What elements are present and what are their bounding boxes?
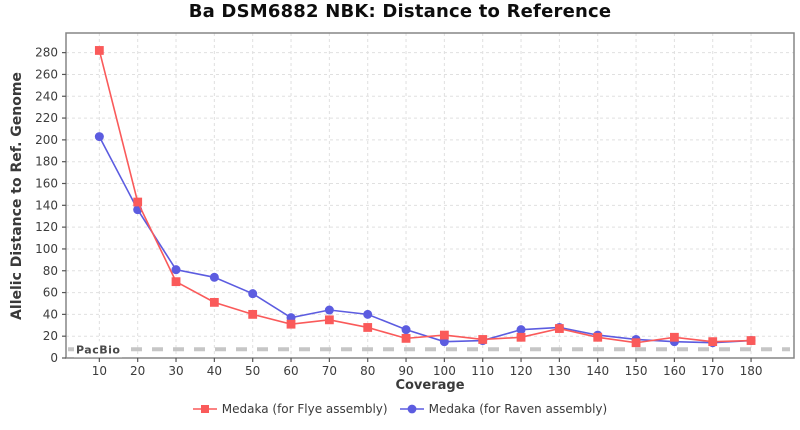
data-point-square: [286, 319, 296, 329]
y-tick-label: 280: [35, 46, 58, 60]
y-tick-label: 60: [43, 286, 58, 300]
data-point-square: [554, 324, 564, 333]
x-tick-label: 30: [168, 364, 183, 378]
data-point-square: [171, 277, 181, 287]
x-tick-label: 150: [625, 364, 648, 378]
legend-marker-raven-circle-icon: [399, 404, 424, 414]
data-point-square: [324, 315, 334, 325]
data-point-square: [478, 335, 488, 344]
legend-item-raven: Medaka (for Raven assembly): [399, 402, 608, 416]
series-line: [98, 136, 752, 344]
x-tick-label: 20: [130, 364, 145, 378]
data-point-square: [669, 332, 679, 342]
x-tick-label: 70: [322, 364, 337, 378]
legend-item-flye: Medaka (for Flye assembly): [192, 402, 388, 416]
x-tick-label: 170: [701, 364, 724, 378]
y-tick-label: 20: [43, 329, 58, 343]
data-point-circle: [171, 265, 181, 275]
legend-marker-flye-square-icon: [192, 405, 217, 413]
x-axis-label: Coverage: [395, 378, 465, 393]
x-tick-label: 60: [283, 364, 298, 378]
data-point-circle: [401, 325, 411, 335]
y-tick-label: 220: [35, 111, 58, 125]
legend-label-raven: Medaka (for Raven assembly): [428, 402, 608, 416]
data-point-square: [439, 330, 449, 340]
chart-title: Ba DSM6882 NBK: Distance to Reference: [188, 1, 612, 22]
y-tick-label: 160: [35, 177, 58, 191]
x-tick-label: 130: [548, 364, 571, 378]
legend-label-flye: Medaka (for Flye assembly): [221, 402, 388, 416]
y-tick-label: 0: [50, 351, 58, 365]
data-point-circle: [516, 325, 526, 335]
y-tick-label: 40: [43, 307, 58, 321]
data-point-square: [708, 337, 718, 347]
legend: Medaka (for Flye assembly) Medaka (for R…: [0, 402, 800, 416]
y-tick-label: 80: [43, 264, 58, 278]
data-point-circle: [248, 289, 258, 299]
y-tick-label: 180: [35, 155, 58, 169]
x-tick-label: 40: [207, 364, 222, 378]
y-tick-label: 240: [35, 89, 58, 103]
reference-line-label: PacBio: [76, 343, 120, 356]
x-tick-label: 160: [663, 364, 686, 378]
data-point-square: [631, 338, 641, 348]
data-point-square: [94, 46, 104, 55]
data-point-square: [593, 332, 603, 342]
y-axis-label: Allelic Distance to Ref. Genome: [9, 72, 25, 320]
y-tick-label: 140: [35, 198, 58, 212]
y-tick-label: 260: [35, 67, 58, 81]
data-point-circle: [324, 305, 334, 315]
plot-frame: [65, 32, 795, 359]
y-tick-label: 200: [35, 133, 58, 147]
data-point-square: [516, 332, 526, 342]
x-tick-label: 120: [510, 364, 533, 378]
x-tick-label: 100: [433, 364, 456, 378]
y-tick-label: 120: [35, 220, 58, 234]
data-point-square: [209, 297, 219, 307]
data-point-square: [363, 323, 373, 332]
data-point-square: [133, 197, 143, 207]
data-point-circle: [363, 309, 373, 319]
x-tick-label: 110: [471, 364, 494, 378]
y-tick-label: 100: [35, 242, 58, 256]
reference-label-background: [74, 341, 122, 358]
x-tick-label: 10: [92, 364, 107, 378]
series-line: [98, 50, 752, 344]
x-tick-label: 90: [398, 364, 413, 378]
data-point-square: [401, 333, 411, 343]
data-point-square: [746, 336, 756, 345]
data-point-circle: [209, 272, 219, 282]
x-tick-label: 180: [740, 364, 763, 378]
x-tick-label: 80: [360, 364, 375, 378]
data-point-circle: [94, 132, 104, 142]
x-tick-label: 140: [586, 364, 609, 378]
x-tick-label: 50: [245, 364, 260, 378]
data-point-square: [248, 309, 258, 319]
